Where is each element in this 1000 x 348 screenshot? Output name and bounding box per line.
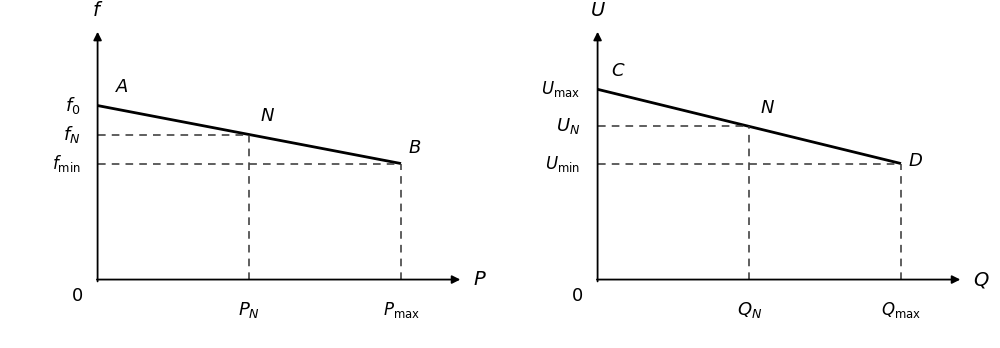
Text: $U_{\rm min}$: $U_{\rm min}$: [545, 153, 580, 174]
Text: $P_N$: $P_N$: [238, 300, 260, 321]
Text: $N$: $N$: [760, 99, 775, 117]
Text: $f_N$: $f_N$: [63, 124, 80, 145]
Text: $Q_N$: $Q_N$: [737, 300, 762, 321]
Text: $U_N$: $U_N$: [556, 117, 580, 136]
Text: $A$: $A$: [115, 78, 129, 96]
Text: $U_{\rm max}$: $U_{\rm max}$: [541, 79, 580, 99]
Text: $f_0$: $f_0$: [65, 95, 80, 116]
Text: $0$: $0$: [71, 287, 83, 305]
Text: $B$: $B$: [408, 139, 421, 157]
Text: $P_{\rm max}$: $P_{\rm max}$: [383, 300, 420, 321]
Text: $N$: $N$: [260, 107, 275, 125]
Text: $0$: $0$: [571, 287, 583, 305]
Text: $Q_{\rm max}$: $Q_{\rm max}$: [881, 300, 921, 321]
Text: $U$: $U$: [590, 1, 606, 20]
Text: $C$: $C$: [611, 62, 626, 80]
Text: $Q$: $Q$: [973, 270, 990, 290]
Text: $f$: $f$: [92, 1, 103, 20]
Text: $D$: $D$: [908, 152, 923, 170]
Text: $f_{\rm min}$: $f_{\rm min}$: [52, 153, 80, 174]
Text: $P$: $P$: [473, 270, 487, 289]
